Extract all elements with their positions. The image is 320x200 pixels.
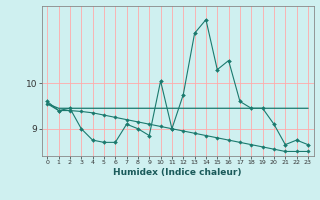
X-axis label: Humidex (Indice chaleur): Humidex (Indice chaleur): [113, 168, 242, 177]
